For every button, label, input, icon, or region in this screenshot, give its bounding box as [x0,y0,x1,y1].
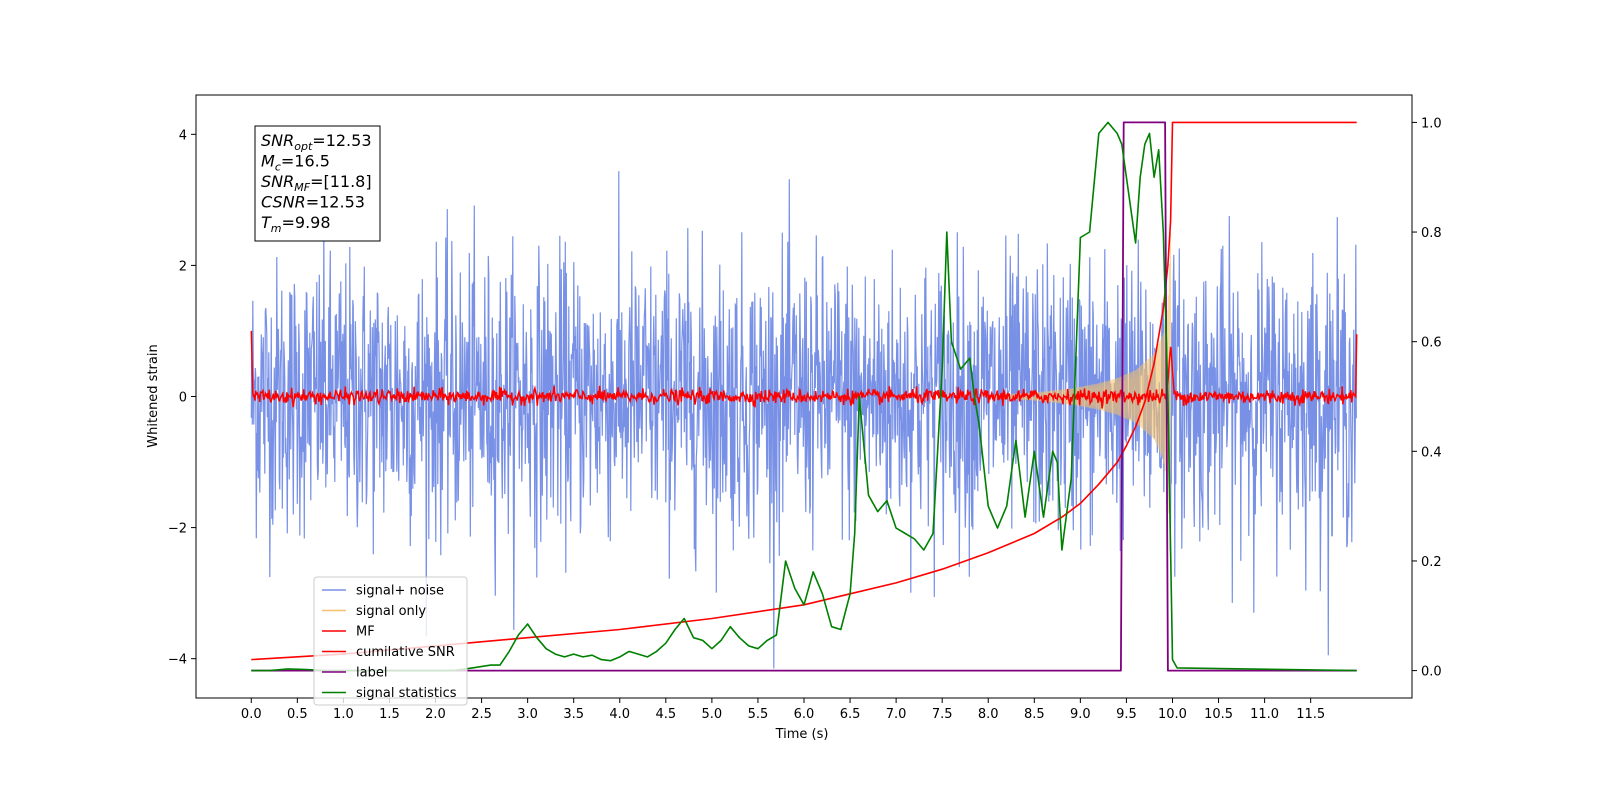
x-tick-label: 6.0 [794,707,815,722]
x-tick-label: 11.0 [1250,707,1279,722]
legend-label: cumilative SNR [356,645,455,660]
x-tick-label: 3.5 [563,707,584,722]
x-tick-label: 5.0 [702,707,723,722]
x-tick-label: 0.5 [287,707,308,722]
x-tick-label: 8.5 [1024,707,1045,722]
legend-frame [313,576,468,706]
right-axis-series [251,121,1357,672]
y2-tick-label: 0.6 [1421,336,1442,351]
x-tick-label: 10.5 [1204,707,1233,722]
legend-label: label [356,666,387,681]
x-tick-label: 3.0 [517,707,538,722]
annotation-frame [254,125,381,242]
x-tick-label: 5.5 [748,707,769,722]
x-tick-label: 2.5 [471,707,492,722]
x-tick-label: 2.0 [425,707,446,722]
x-tick-label: 4.5 [655,707,676,722]
annotation-line: SNRopt=12.53 [261,131,372,153]
x-tick-label: 9.5 [1116,707,1137,722]
x-tick-label: 1.5 [379,707,400,722]
y-tick-label: 0 [179,391,187,406]
y2-tick-label: 0.2 [1421,555,1442,570]
x-tick-label: 9.0 [1070,707,1091,722]
x-tick-label: 8.0 [978,707,999,722]
x-tick-label: 4.0 [609,707,630,722]
x-tick-label: 6.5 [840,707,861,722]
series-mf [250,330,1358,409]
y2-tick-label: 0.8 [1421,226,1442,241]
legend-label: signal statistics [356,686,457,701]
annotation-line: Mc=16.5 [261,152,330,174]
x-tick-label: 7.5 [932,707,953,722]
annotation-line: SNRMF=[11.8] [261,172,372,194]
y2-tick-label: 0.0 [1421,665,1442,680]
y-tick-label: −4 [168,653,187,668]
y-tick-label: 2 [179,259,187,274]
stats-annotation-box: SNRopt=12.53Mc=16.5SNRMF=[11.8]CSNR=12.5… [254,125,381,242]
y-axis-right: 0.0 0.2 0.4 0.6 0.8 1.0 [1412,116,1442,680]
y2-tick-label: 1.0 [1421,116,1442,131]
x-axis: 0.0 0.5 1.0 1.5 2.0 2.5 3.0 3.5 4.0 4.5 5.0 5.5 6.0 6… [241,698,1325,722]
x-tick-label: 10.0 [1158,707,1187,722]
y-tick-label: −2 [168,522,187,537]
y-axis-left: −4 −2 0 2 4 [168,128,196,668]
y-axis-label: Whitened strain [146,344,161,447]
x-tick-label: 11.5 [1296,707,1325,722]
x-tick-label: 1.0 [333,707,354,722]
legend-label: MF [356,625,375,640]
y2-tick-label: 0.4 [1421,445,1442,460]
signal-only-line [987,232,1172,545]
x-tick-label: 7.0 [886,707,907,722]
series-signal-only [987,232,1172,545]
x-axis-label: Time (s) [775,727,829,742]
cumulative-snr-line [251,121,1357,661]
annotation-line: Tm=9.98 [261,213,331,235]
x-tick-label: 0.0 [241,707,262,722]
label-line [251,121,1357,672]
annotation-line: CSNR=12.53 [261,193,365,212]
y-tick-label: 4 [179,128,187,143]
legend-label: signal+ noise [356,584,444,599]
legend-label: signal only [356,604,426,619]
signal-statistics-line [251,121,1357,672]
mf-line [250,330,1358,409]
legend: signal+ noise signal only MF cumilative SNR… [313,576,468,706]
